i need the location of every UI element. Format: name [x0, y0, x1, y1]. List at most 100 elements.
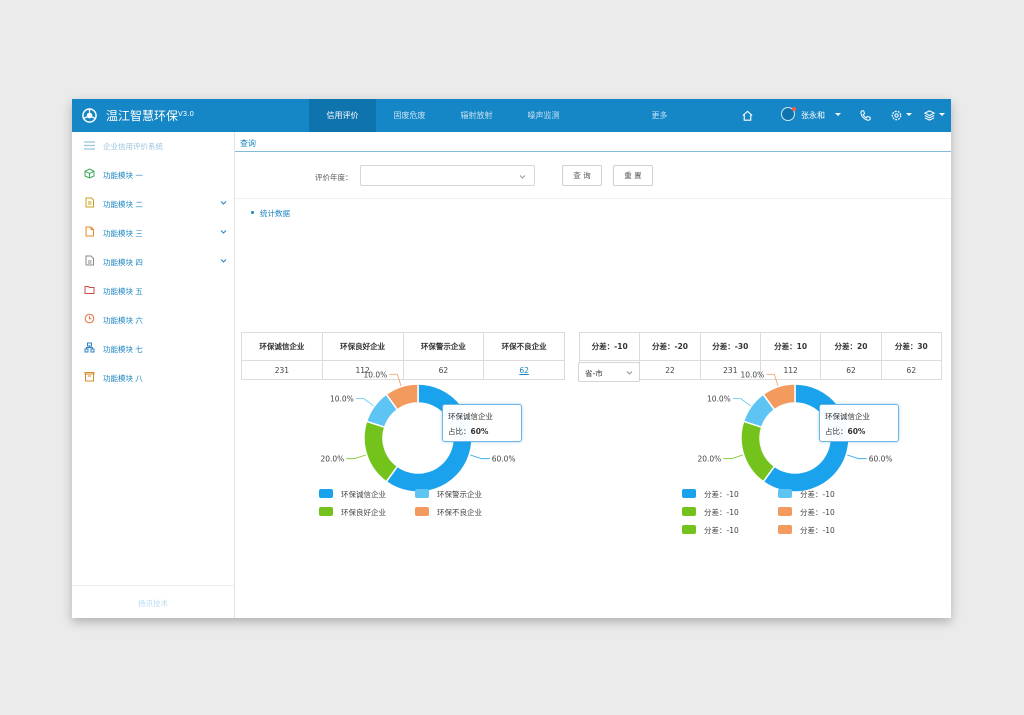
sidebar-item-label: 功能模块 八 [103, 374, 143, 383]
sidebar-item-label: 功能模块 三 [103, 229, 143, 238]
chevron-down-icon[interactable] [220, 257, 227, 264]
legend-swatch [682, 507, 696, 516]
tooltip-value: 60% [847, 427, 866, 436]
notification-dot [792, 107, 796, 111]
sidebar-item-label: 功能模块 一 [103, 171, 143, 180]
top-bar: 温江智慧环保 V3.0 信用评价 固废危废 辐射放射 噪声监测 更多 张永和 [72, 99, 951, 132]
main-content: 查询 评价年度： 查 询 重 置 统计数据 环保诚信企业 环保良好企业 环保警示… [235, 132, 951, 618]
legend-item[interactable]: 环保警示企业 [415, 488, 515, 500]
logo-icon [82, 108, 97, 123]
legend-item[interactable]: 分差：-10 [778, 488, 878, 500]
table-header: 分差：-10 [578, 332, 641, 361]
sidebar-item-label: 功能模块 四 [103, 258, 143, 267]
table-header: 分差：-20 [639, 332, 701, 361]
nav-tab-noise[interactable]: 噪声监测 [510, 99, 577, 132]
legend-label: 分差：-10 [800, 508, 835, 517]
app-version: V3.0 [178, 110, 194, 118]
table-header: 环保诚信企业 [241, 332, 323, 361]
breadcrumb-divider [235, 151, 951, 152]
legend-item[interactable]: 分差：-10 [778, 506, 878, 518]
table-cell-link-wrap: 62 [483, 360, 565, 380]
nav-tab-solid-waste[interactable]: 固废危废 [376, 99, 443, 132]
gear-icon[interactable] [890, 109, 903, 122]
legend-label: 分差：-10 [800, 526, 835, 535]
sidebar-item-module-1[interactable]: 功能模块 一 [72, 161, 234, 187]
legend-swatch [778, 525, 792, 534]
sidebar-item-label: 功能模块 五 [103, 287, 143, 296]
document-icon [85, 197, 94, 208]
nav-tab-more[interactable]: 更多 [632, 99, 687, 132]
chevron-down-icon[interactable] [220, 228, 227, 235]
label-leader-line [766, 373, 779, 386]
legend-label: 分差：-10 [704, 526, 739, 535]
label-leader-line [732, 398, 751, 406]
nav-tab-radiation[interactable]: 辐射放射 [443, 99, 510, 132]
chart-tooltip: 环保诚信企业 占比：60% [442, 404, 522, 442]
menu-icon[interactable] [84, 141, 95, 150]
legend-label: 环保警示企业 [437, 490, 482, 499]
tooltip-value-line: 占比：60% [825, 426, 865, 437]
box-icon [84, 372, 95, 382]
tooltip-title: 环保诚信企业 [825, 412, 870, 421]
sidebar-item-module-5[interactable]: 功能模块 五 [72, 277, 234, 303]
legend-label: 环保诚信企业 [341, 490, 386, 499]
donut-slice[interactable] [762, 383, 796, 411]
legend-item[interactable]: 分差：-10 [682, 488, 782, 500]
user-caret-icon[interactable] [835, 113, 841, 116]
home-icon[interactable] [741, 109, 754, 122]
sidebar-item-module-8[interactable]: 功能模块 八 [72, 364, 234, 390]
legend-item[interactable]: 环保不良企业 [415, 506, 515, 518]
legend-item[interactable]: 环保良好企业 [319, 506, 419, 518]
layers-icon[interactable] [923, 109, 936, 122]
sidebar-item-module-7[interactable]: 功能模块 七 [72, 335, 234, 361]
sidebar-item-module-6[interactable]: 功能模块 六 [72, 306, 234, 332]
nav-tab-label: 更多 [651, 111, 668, 120]
sidebar-item-module-2[interactable]: 功能模块 二 [72, 190, 234, 216]
legend-swatch [415, 507, 429, 516]
legend-item[interactable]: 分差：-10 [682, 506, 782, 518]
legend-item[interactable]: 分差：-10 [778, 524, 878, 536]
table-header: 分差：20 [820, 332, 882, 361]
phone-icon[interactable] [859, 109, 872, 122]
sidebar-header-label: 企业信用评价系统 [103, 142, 163, 151]
query-button[interactable]: 查 询 [562, 165, 602, 186]
legend-swatch [682, 489, 696, 498]
chart-legend: 环保诚信企业 环保警示企业环保良好企业 环保不良企业 [319, 488, 519, 518]
legend-swatch [319, 507, 333, 516]
region-select[interactable]: 省-市 [578, 362, 640, 382]
reset-button[interactable]: 重 置 [613, 165, 653, 186]
label-leader-line [470, 454, 490, 460]
sidebar-item-module-3[interactable]: 功能模块 三 [72, 219, 234, 245]
footer-label: 扬讯技术 [138, 599, 168, 608]
settings-caret-icon[interactable] [906, 113, 912, 116]
table-header: 环保警示企业 [402, 332, 485, 361]
year-select[interactable] [360, 165, 535, 186]
donut-slice[interactable] [740, 420, 776, 483]
user-name[interactable]: 张永和 [801, 111, 825, 120]
legend-swatch [778, 507, 792, 516]
legend-label: 环保良好企业 [341, 508, 386, 517]
label-leader-line [355, 398, 374, 406]
chevron-down-icon[interactable] [220, 199, 227, 206]
sidebar-item-module-4[interactable]: 功能模块 四 [72, 248, 234, 274]
legend-label: 分差：-10 [704, 490, 739, 499]
donut-slice[interactable] [363, 420, 399, 483]
sidebar-header[interactable]: 企业信用评价系统 [72, 132, 234, 159]
region-select-value: 省-市 [585, 369, 603, 378]
bad-enterprise-count-link[interactable]: 62 [519, 365, 529, 375]
breadcrumb[interactable]: 查询 [240, 139, 256, 148]
app-window: 温江智慧环保 V3.0 信用评价 固废危废 辐射放射 噪声监测 更多 张永和 [72, 99, 951, 618]
layers-caret-icon[interactable] [939, 113, 945, 116]
donut-slice[interactable] [385, 383, 419, 411]
section-title: 统计数据 [260, 209, 290, 218]
cube-icon [84, 168, 95, 179]
avatar[interactable] [781, 107, 795, 121]
page-icon [85, 255, 94, 266]
legend-item[interactable]: 分差：-10 [682, 524, 782, 536]
tooltip-title: 环保诚信企业 [448, 412, 493, 421]
chevron-down-icon [626, 371, 633, 375]
table-cell: 112 [321, 360, 404, 380]
legend-item[interactable]: 环保诚信企业 [319, 488, 419, 500]
nav-tab-credit[interactable]: 信用评价 [309, 99, 376, 132]
legend-swatch [319, 489, 333, 498]
